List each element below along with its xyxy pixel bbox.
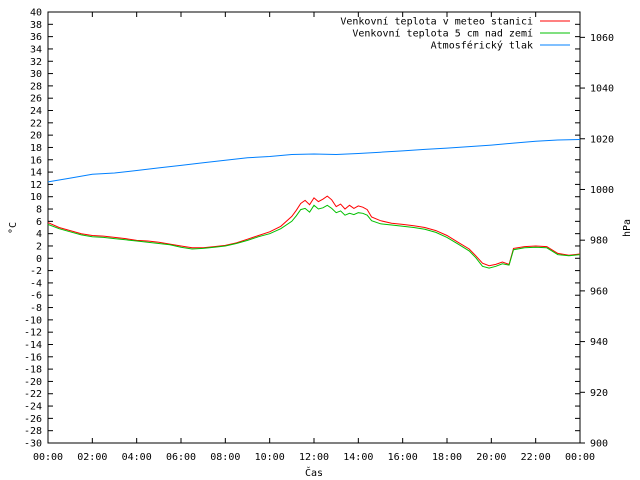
y-left-tick-label: 0: [36, 254, 42, 265]
y-left-tick-label: -16: [24, 352, 42, 363]
y-right-tick-label: 1000: [590, 185, 614, 196]
y-left-tick-label: 14: [30, 168, 42, 179]
y-left-tick-label: 26: [30, 94, 42, 105]
y-right-tick-label: 980: [590, 236, 608, 247]
y-right-tick-label: 940: [590, 337, 608, 348]
y-right-tick-label: 1040: [590, 84, 614, 95]
x-tick-label: 14:00: [343, 452, 373, 463]
y-left-tick-label: -26: [24, 414, 42, 425]
y-left-tick-label: -22: [24, 389, 42, 400]
x-tick-label: 12:00: [299, 452, 329, 463]
y-left-tick-label: -6: [30, 291, 42, 302]
y-left-tick-label: 32: [30, 57, 42, 68]
series-line-1: [47, 204, 581, 269]
x-axis: 00:00 02:00 04:00 06:00 08:00 10:00 12:00 14:00…: [33, 12, 595, 463]
series-line-0: [47, 195, 581, 267]
x-tick-label: 22:00: [521, 452, 551, 463]
x-tick-label: 08:00: [210, 452, 240, 463]
y-left-tick-label: 34: [30, 44, 42, 55]
y-left-tick-label: 30: [30, 69, 42, 80]
y-left-tick-label: 18: [30, 143, 42, 154]
x-tick-label: 10:00: [255, 452, 285, 463]
x-axis-label: Čas: [305, 466, 323, 479]
x-tick-label: 04:00: [122, 452, 152, 463]
legend-label-1: Venkovní teplota 5 cm nad zemí: [352, 28, 533, 40]
y-axis-left: 4038363432302826242220181614121086420-2-…: [24, 8, 580, 450]
y-left-tick-label: -8: [30, 303, 42, 314]
x-tick-label: 02:00: [77, 452, 107, 463]
y-left-tick-label: -20: [24, 377, 42, 388]
y-left-tick-label: 2: [36, 241, 42, 252]
x-tick-label: 16:00: [388, 452, 418, 463]
legend-label-0: Venkovní teplota v meteo stanici: [340, 16, 533, 28]
plot-frame: [47, 11, 581, 444]
x-tick-label: 20:00: [476, 452, 506, 463]
legend: Venkovní teplota v meteo staniciVenkovní…: [340, 16, 570, 52]
y-axis-right-label: hPa: [622, 219, 633, 237]
y-left-tick-label: 10: [30, 192, 42, 203]
y-left-tick-label: 6: [36, 217, 42, 228]
y-left-tick-label: 16: [30, 155, 42, 166]
y-axis-right: 1060 1040 1020 1000 980 960 940 920 900: [580, 33, 614, 450]
y-left-tick-label: -18: [24, 365, 42, 376]
y-left-tick-label: 12: [30, 180, 42, 191]
y-left-tick-label: -28: [24, 426, 42, 437]
y-left-tick-label: -10: [24, 315, 42, 326]
x-tick-label: 06:00: [166, 452, 196, 463]
y-left-tick-label: 20: [30, 131, 42, 142]
series-lines: [47, 139, 581, 269]
x-tick-label: 18:00: [432, 452, 462, 463]
y-left-tick-label: 22: [30, 118, 42, 129]
y-right-tick-label: 1060: [590, 33, 614, 44]
y-left-tick-label: 8: [36, 205, 42, 216]
y-left-tick-label: 24: [30, 106, 42, 117]
legend-label-2: Atmosférický tlak: [431, 40, 533, 52]
y-left-tick-label: 38: [30, 20, 42, 31]
y-left-tick-label: 36: [30, 32, 42, 43]
series-line-2: [47, 139, 581, 183]
y-left-tick-label: -24: [24, 402, 42, 413]
y-left-tick-label: -12: [24, 328, 42, 339]
y-left-tick-label: -4: [30, 278, 42, 289]
y-right-tick-label: 1020: [590, 134, 614, 145]
y-left-tick-label: 28: [30, 81, 42, 92]
x-tick-label: 00:00: [565, 452, 595, 463]
y-left-tick-label: -2: [30, 266, 42, 277]
y-right-tick-label: 920: [590, 388, 608, 399]
y-right-tick-label: 900: [590, 439, 608, 450]
y-left-tick-label: -14: [24, 340, 42, 351]
y-left-tick-label: -30: [24, 439, 42, 450]
y-left-tick-label: 40: [30, 8, 42, 19]
y-axis-left-label: °C: [8, 222, 19, 234]
x-tick-label: 00:00: [33, 452, 63, 463]
y-left-tick-label: 4: [36, 229, 42, 240]
y-right-tick-label: 960: [590, 286, 608, 297]
